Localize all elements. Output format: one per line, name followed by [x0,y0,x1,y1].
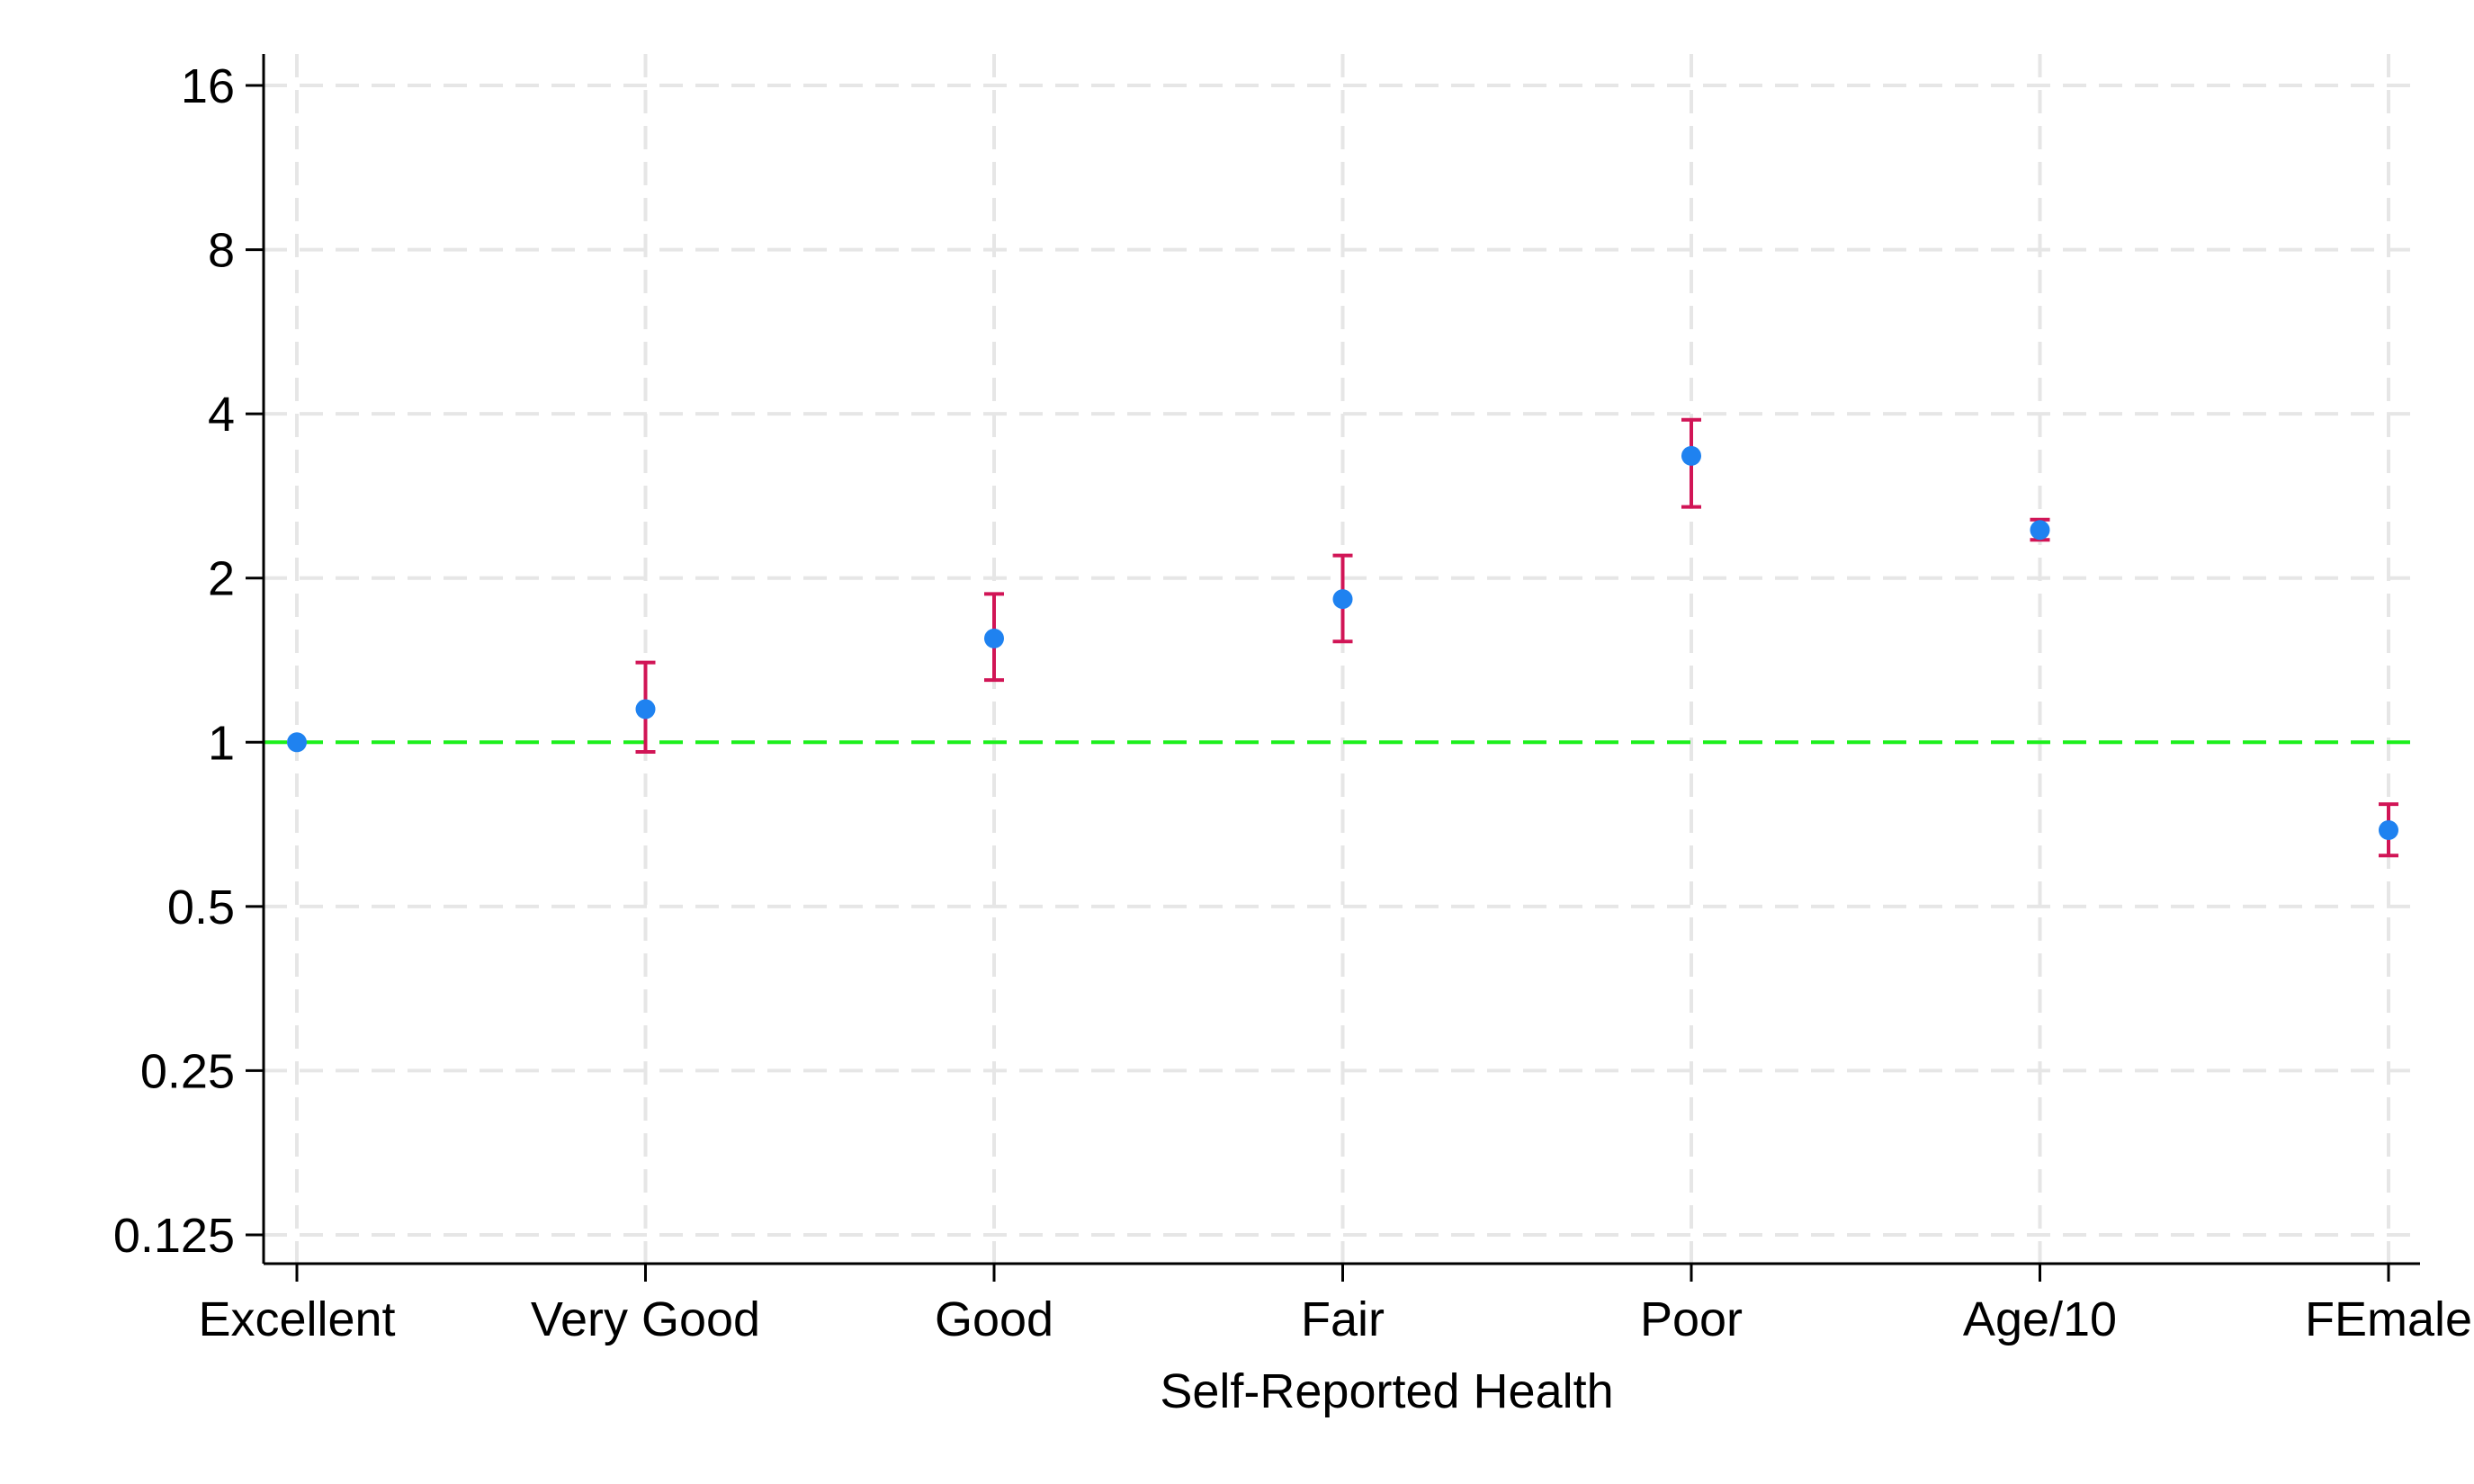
x-axis-ticks: Excellent Very Good Good Fair Poor Age/10 FEma… [198,1264,2472,1346]
y-tick-label: 0.5 [167,881,235,934]
y-tick-label: 1 [208,716,235,770]
y-tick-label: 2 [208,552,235,606]
data-point [635,699,656,720]
y-tick-label: 0.125 [113,1209,235,1263]
y-tick-label: 0.25 [140,1044,235,1098]
data-point [287,732,307,753]
error-bars [635,417,2398,858]
data-point [984,628,1004,648]
x-tick-label: Age/10 [1963,1292,2117,1346]
x-tick-label: Good [935,1292,1053,1346]
x-tick-label: Very Good [531,1292,760,1346]
vertical-gridlines [295,54,2390,1264]
x-tick-label: Excellent [198,1292,395,1346]
data-points [287,445,2398,841]
data-point [2030,520,2050,541]
data-point [2379,820,2398,841]
data-point [1332,589,1353,610]
data-point [1681,445,1701,466]
y-axis-ticks: 0.125 0.25 0.5 1 2 4 8 16 [113,59,264,1263]
x-axis-title: Self-Reported Health [1160,1364,1613,1418]
x-tick-label: Fair [1301,1292,1385,1346]
x-tick-label: Poor [1640,1292,1743,1346]
y-tick-label: 4 [208,388,235,442]
y-tick-label: 16 [181,59,235,113]
y-tick-label: 8 [208,224,235,278]
x-tick-label: FEmale [2305,1292,2472,1346]
